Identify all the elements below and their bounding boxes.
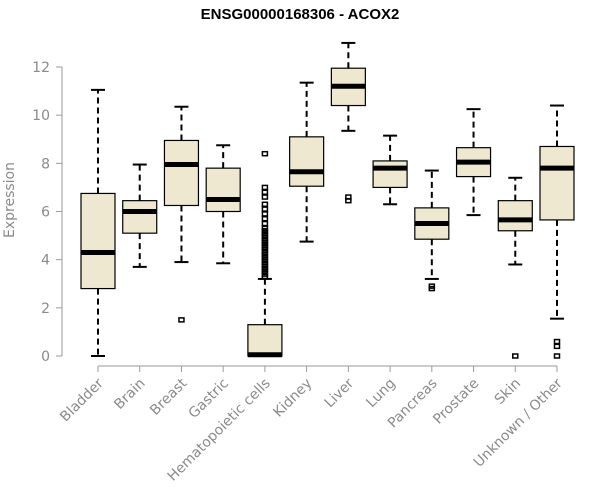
- outlier-point: [261, 189, 269, 195]
- y-tick-label: 2: [41, 301, 50, 317]
- y-tick-label: 6: [41, 205, 50, 221]
- box-iqr: [205, 167, 241, 213]
- outlier-point: [261, 194, 269, 200]
- outlier-point: [261, 150, 269, 157]
- x-tick-label: Bladder: [57, 375, 107, 425]
- x-tick-label: Brain: [111, 376, 148, 413]
- outlier-point: [428, 283, 436, 289]
- y-tick-label: 12: [32, 60, 50, 76]
- outlier-point: [261, 220, 269, 227]
- x-tick-label: Liver: [322, 375, 358, 411]
- y-tick-label: 0: [41, 349, 50, 365]
- y-tick-label: 4: [41, 253, 50, 269]
- y-tick-label: 10: [32, 108, 50, 124]
- outlier-point: [512, 353, 519, 359]
- x-tick-label: Breast: [147, 375, 191, 419]
- outlier-point: [261, 225, 269, 232]
- outlier-point: [345, 194, 352, 200]
- y-tick-label: 8: [41, 156, 50, 172]
- x-tick-label: Skin: [492, 376, 524, 408]
- box-iqr: [497, 200, 533, 232]
- box-iqr: [372, 160, 408, 189]
- box-iqr: [247, 324, 283, 357]
- outlier-point: [553, 353, 561, 359]
- outlier-point: [261, 184, 269, 191]
- box-iqr: [289, 136, 325, 187]
- box-iqr: [122, 200, 158, 234]
- x-tick-label: Prostate: [430, 376, 482, 428]
- chart-title: ENSG00000168306 - ACOX2: [200, 6, 400, 23]
- box-iqr: [80, 192, 116, 290]
- outlier-point: [553, 338, 561, 345]
- box-iqr: [163, 139, 200, 207]
- x-tick-label: Lung: [363, 376, 398, 411]
- outlier-point: [261, 206, 269, 212]
- x-tick-label: Kidney: [270, 376, 315, 421]
- outlier-point: [553, 343, 561, 350]
- outlier-point: [261, 215, 269, 222]
- outlier-point: [261, 211, 269, 217]
- y-axis-label: Expression: [2, 162, 18, 238]
- outlier-point: [178, 317, 185, 323]
- outlier-point: [261, 201, 269, 208]
- box-iqr: [539, 145, 575, 221]
